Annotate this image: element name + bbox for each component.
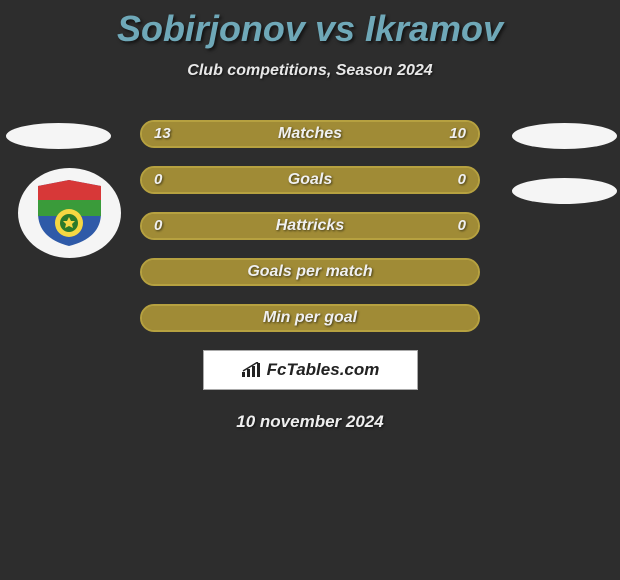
- player-badge-right-1: [512, 123, 617, 149]
- comparison-title: Sobirjonov vs Ikramov: [0, 0, 620, 50]
- stat-row-matches: 13 Matches 10: [140, 120, 480, 148]
- stat-label: Goals per match: [142, 260, 478, 284]
- comparison-subtitle: Club competitions, Season 2024: [0, 62, 620, 80]
- stat-value-right: 0: [458, 214, 466, 238]
- player-badge-right-2: [512, 178, 617, 204]
- team-badge: [18, 168, 121, 258]
- brand-attribution[interactable]: FcTables.com: [203, 350, 418, 390]
- stat-row-mpg: Min per goal: [140, 304, 480, 332]
- shield-icon: [36, 178, 103, 248]
- stat-row-gpm: Goals per match: [140, 258, 480, 286]
- chart-icon: [241, 362, 263, 378]
- brand-label: FcTables.com: [267, 360, 380, 380]
- player-badge-left: [6, 123, 111, 149]
- stat-label: Hattricks: [142, 214, 478, 238]
- comparison-date: 10 november 2024: [0, 412, 620, 432]
- stat-label: Matches: [142, 122, 478, 146]
- stat-label: Min per goal: [142, 306, 478, 330]
- stat-value-right: 0: [458, 168, 466, 192]
- stat-label: Goals: [142, 168, 478, 192]
- stat-value-right: 10: [449, 122, 466, 146]
- stat-row-goals: 0 Goals 0: [140, 166, 480, 194]
- stat-row-hattricks: 0 Hattricks 0: [140, 212, 480, 240]
